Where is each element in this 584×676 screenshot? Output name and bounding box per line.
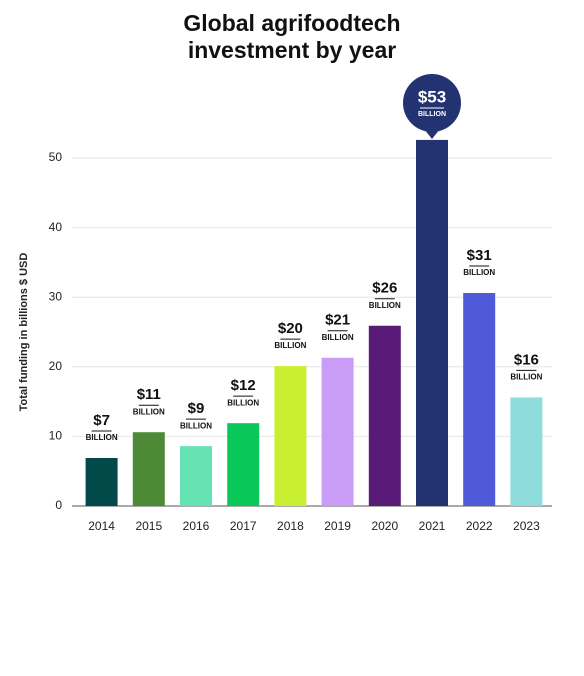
value-label: $12 xyxy=(231,377,256,394)
value-unit: BILLION xyxy=(463,268,495,277)
value-unit: BILLION xyxy=(86,433,118,442)
value-label: $20 xyxy=(278,320,303,337)
value-unit: BILLION xyxy=(274,341,306,350)
label-bubble-tip xyxy=(424,129,440,139)
bar xyxy=(321,357,354,506)
y-axis-label: Total funding in billions $ USD xyxy=(18,253,30,412)
value-unit: BILLION xyxy=(418,111,446,118)
value-label: $16 xyxy=(514,351,539,368)
y-tick-label: 0 xyxy=(55,498,62,512)
x-tick-label: 2023 xyxy=(513,519,540,533)
bar xyxy=(85,457,118,506)
value-label: $11 xyxy=(137,386,161,403)
bar xyxy=(510,397,543,506)
value-label: $53 xyxy=(418,87,446,106)
value-unit: BILLION xyxy=(322,333,354,342)
x-tick-label: 2014 xyxy=(88,519,115,533)
bar xyxy=(274,366,307,506)
y-tick-label: 30 xyxy=(49,289,63,303)
value-unit: BILLION xyxy=(180,421,212,430)
x-tick-label: 2018 xyxy=(277,519,304,533)
x-tick-label: 2015 xyxy=(135,519,162,533)
x-tick-label: 2021 xyxy=(419,519,446,533)
x-tick-label: 2017 xyxy=(230,519,257,533)
value-unit: BILLION xyxy=(227,398,259,407)
bar xyxy=(368,325,401,506)
value-unit: BILLION xyxy=(133,407,165,416)
bar xyxy=(463,293,496,506)
value-label: $9 xyxy=(188,400,205,417)
value-label: $7 xyxy=(93,412,110,429)
value-label: $26 xyxy=(372,280,397,297)
value-label: $21 xyxy=(325,312,350,329)
value-unit: BILLION xyxy=(369,301,401,310)
label-bubble xyxy=(403,74,461,132)
x-tick-label: 2019 xyxy=(324,519,351,533)
y-tick-label: 50 xyxy=(49,150,63,164)
y-tick-label: 10 xyxy=(49,429,63,443)
chart-title: Global agrifoodtech investment by year xyxy=(183,10,401,63)
y-tick-label: 40 xyxy=(49,220,63,234)
x-tick-label: 2022 xyxy=(466,519,493,533)
y-tick-label: 20 xyxy=(49,359,63,373)
bar xyxy=(180,446,212,506)
x-tick-label: 2016 xyxy=(183,519,210,533)
bar xyxy=(416,139,448,507)
bar xyxy=(132,432,165,506)
x-tick-label: 2020 xyxy=(371,519,398,533)
value-label: $31 xyxy=(467,247,492,264)
value-unit: BILLION xyxy=(510,373,542,382)
bar xyxy=(227,423,260,506)
